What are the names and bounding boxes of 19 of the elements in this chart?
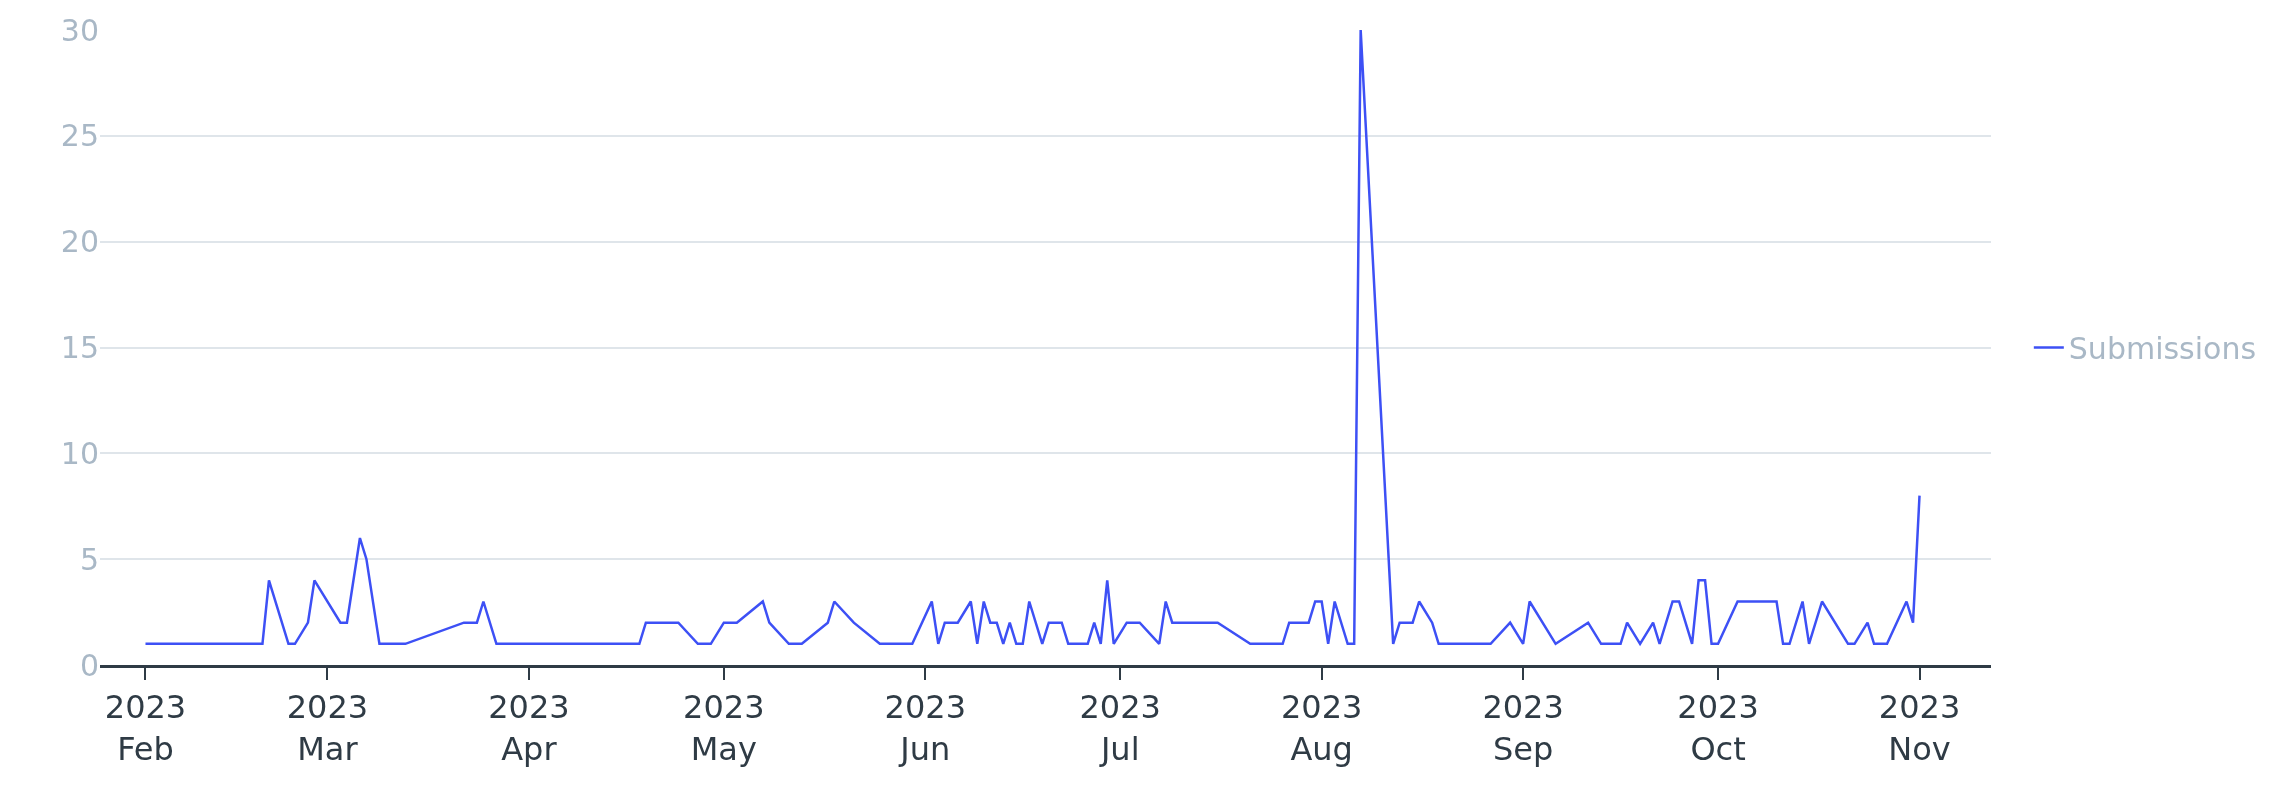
y-tick-label: 20 xyxy=(60,224,99,260)
x-tick-label: 2023 Apr xyxy=(488,688,570,768)
y-tick-label: 10 xyxy=(60,435,99,471)
y-tick-label: 5 xyxy=(79,541,99,577)
x-tick-label: 2023 Oct xyxy=(1677,688,1759,768)
x-tick-label: 2023 Feb xyxy=(104,688,187,768)
legend-label: Submissions xyxy=(2068,331,2257,367)
x-tick-label: 2023 May xyxy=(683,688,765,768)
x-tick-label: 2023 Jul xyxy=(1079,688,1161,768)
y-tick-label: 0 xyxy=(79,647,99,683)
line-series xyxy=(144,30,1921,646)
x-tick-label: 2023 Mar xyxy=(286,688,369,768)
x-tick-label: 2023 Nov xyxy=(1878,688,1961,768)
x-tick-label: 2023 Jun xyxy=(884,688,966,768)
y-tick-label: 25 xyxy=(60,118,99,154)
x-tick-label: 2023 Aug xyxy=(1280,688,1363,768)
y-tick-label: 15 xyxy=(60,330,99,365)
x-tick-label: 2023 Sep xyxy=(1482,688,1564,768)
y-tick-label: 30 xyxy=(60,12,99,48)
